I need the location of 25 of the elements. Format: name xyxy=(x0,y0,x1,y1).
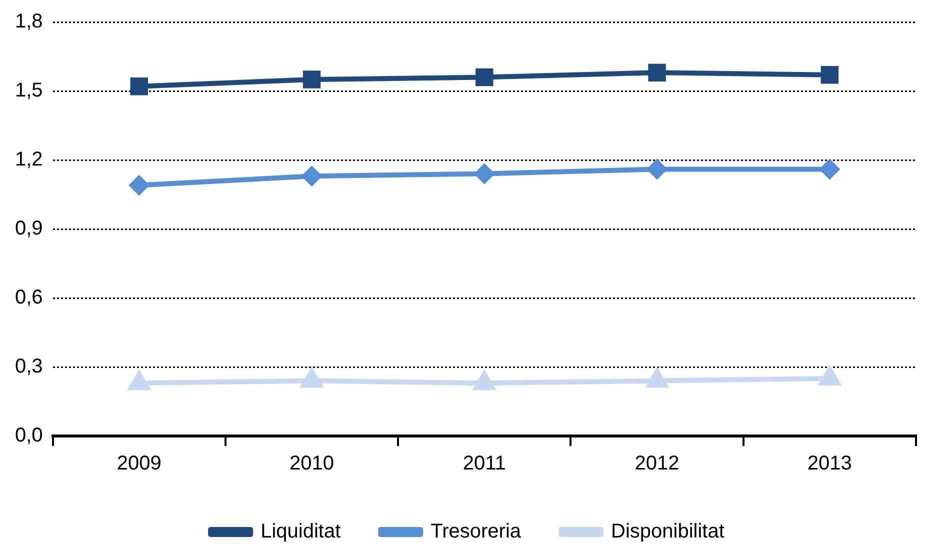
legend-label: Liquiditat xyxy=(260,520,342,543)
legend-label: Tresoreria xyxy=(430,520,522,543)
x-tick-label: 2013 xyxy=(807,452,852,475)
x-tick-label: 2011 xyxy=(462,452,506,475)
legend-label: Disponibilitat xyxy=(611,520,725,543)
point xyxy=(130,78,148,96)
point xyxy=(648,64,666,82)
x-tick-label: 2009 xyxy=(116,452,162,475)
point xyxy=(302,166,322,186)
x-tick-label: 2010 xyxy=(290,452,334,475)
y-tick-label: 0,9 xyxy=(14,218,43,240)
point xyxy=(820,66,839,84)
y-tick-label: 0,6 xyxy=(14,286,43,309)
y-tick-label: 0,0 xyxy=(14,424,43,447)
point xyxy=(130,176,149,195)
point xyxy=(474,164,494,184)
y-tick-label: 0,3 xyxy=(14,356,43,378)
point xyxy=(648,160,667,179)
point xyxy=(820,160,840,179)
y-tick-label: 1,5 xyxy=(14,80,43,102)
y-tick-label: 1,8 xyxy=(14,10,43,33)
point xyxy=(476,68,494,86)
point xyxy=(302,70,321,88)
y-tick-label: 1,2 xyxy=(14,148,43,171)
x-tick-label: 2012 xyxy=(634,452,680,475)
